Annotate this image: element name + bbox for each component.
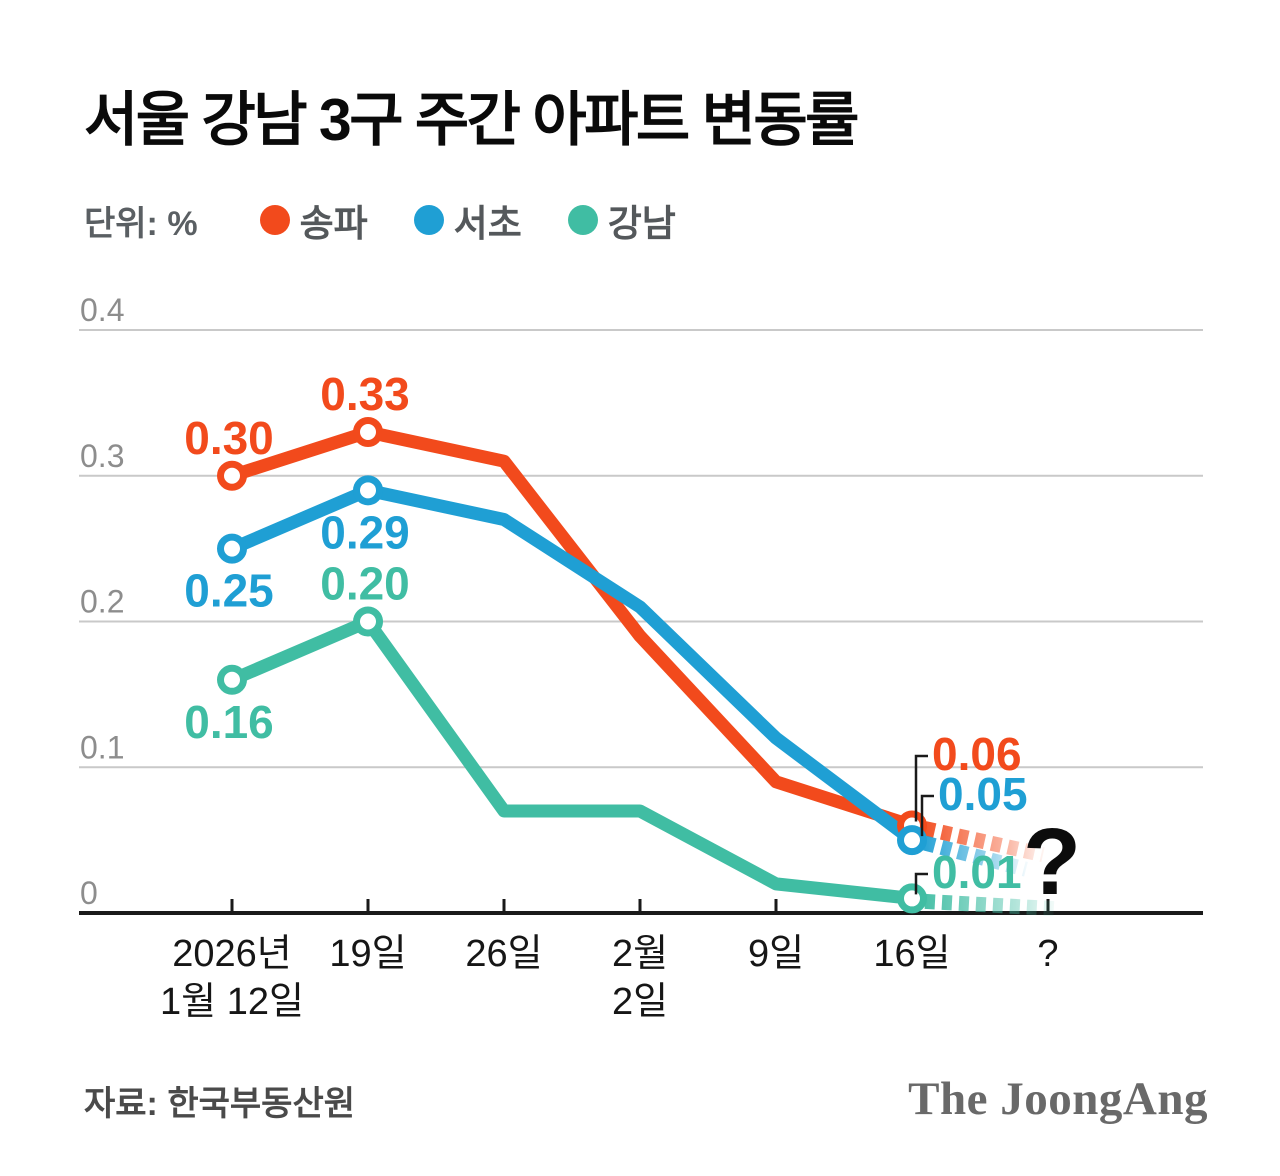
value-label-gangnam-0: 0.16: [184, 696, 274, 748]
legend-dot-seocho: [413, 205, 444, 235]
x-tick-label: 1월 12일: [160, 981, 304, 1023]
marker-songpa-0: [217, 460, 247, 491]
series-line-songpa: [230, 425, 914, 832]
legend: 단위: % 송파 서초 강남: [84, 196, 676, 244]
future-question-mark: ?: [1023, 809, 1081, 915]
callout-leader-seocho: [920, 794, 934, 837]
series-line-gangnam: [229, 615, 913, 905]
y-tick-label: 0.1: [80, 729, 124, 765]
projection-songpa: [923, 821, 1045, 863]
value-label-gangnam-1: 0.20: [320, 558, 410, 610]
legend-item-seocho: 서초: [413, 193, 522, 247]
legend-item-label: 강남: [607, 203, 676, 244]
legend-item-label: 송파: [299, 203, 368, 244]
x-tick-label: 2월: [612, 933, 668, 975]
legend-item-label: 서초: [453, 203, 522, 244]
x-tick-label: 19일: [329, 933, 406, 975]
legend-dot-gangnam: [567, 205, 598, 235]
x-tick-label: 2일: [612, 981, 668, 1023]
marker-gangnam-5: [897, 883, 927, 914]
y-tick-label: 0.2: [80, 584, 124, 620]
callout-leader-songpa: [914, 754, 928, 822]
y-tick-label: 0: [80, 875, 98, 911]
value-label-seocho-0: 0.25: [184, 565, 274, 617]
x-tick-label: ?: [1037, 933, 1058, 975]
y-tick-label: 0.4: [80, 292, 124, 328]
x-tick-label: 9일: [748, 933, 804, 975]
legend-items: 송파 서초 강남: [259, 193, 676, 247]
value-label-seocho-1: 0.29: [320, 506, 410, 558]
legend-dot-songpa: [259, 205, 290, 235]
x-tick-label: 26일: [465, 933, 542, 975]
value-label-gangnam-5: 0.01: [932, 846, 1022, 898]
projection-gangnam: [924, 893, 1056, 917]
joongang-logo: The JoongAng: [908, 1073, 1208, 1125]
x-tick-label: 2026년: [172, 933, 292, 975]
value-label-seocho-5: 0.05: [938, 768, 1028, 820]
marker-seocho-5: [897, 825, 927, 856]
marker-seocho-0: [217, 533, 247, 564]
series-line-seocho: [229, 483, 916, 846]
callout-leader-gangnam: [914, 872, 928, 895]
x-tick-label: 16일: [873, 933, 950, 975]
value-label-songpa-1: 0.33: [320, 368, 410, 420]
marker-seocho-1: [353, 475, 383, 506]
value-label-songpa-5: 0.06: [932, 728, 1022, 780]
source-label: 자료: 한국부동산원: [84, 1085, 356, 1123]
marker-gangnam-1: [353, 606, 383, 637]
legend-item-songpa: 송파: [259, 193, 368, 247]
legend-item-gangnam: 강남: [567, 193, 676, 247]
marker-songpa-1: [353, 417, 383, 448]
unit-label: 단위: %: [84, 204, 198, 243]
y-tick-label: 0.3: [80, 438, 124, 474]
chart-title: 서울 강남 3구 주간 아파트 변동률: [84, 87, 859, 153]
value-label-songpa-0: 0.30: [184, 412, 274, 464]
projection-seocho: [923, 835, 1028, 877]
marker-gangnam-0: [217, 664, 247, 695]
